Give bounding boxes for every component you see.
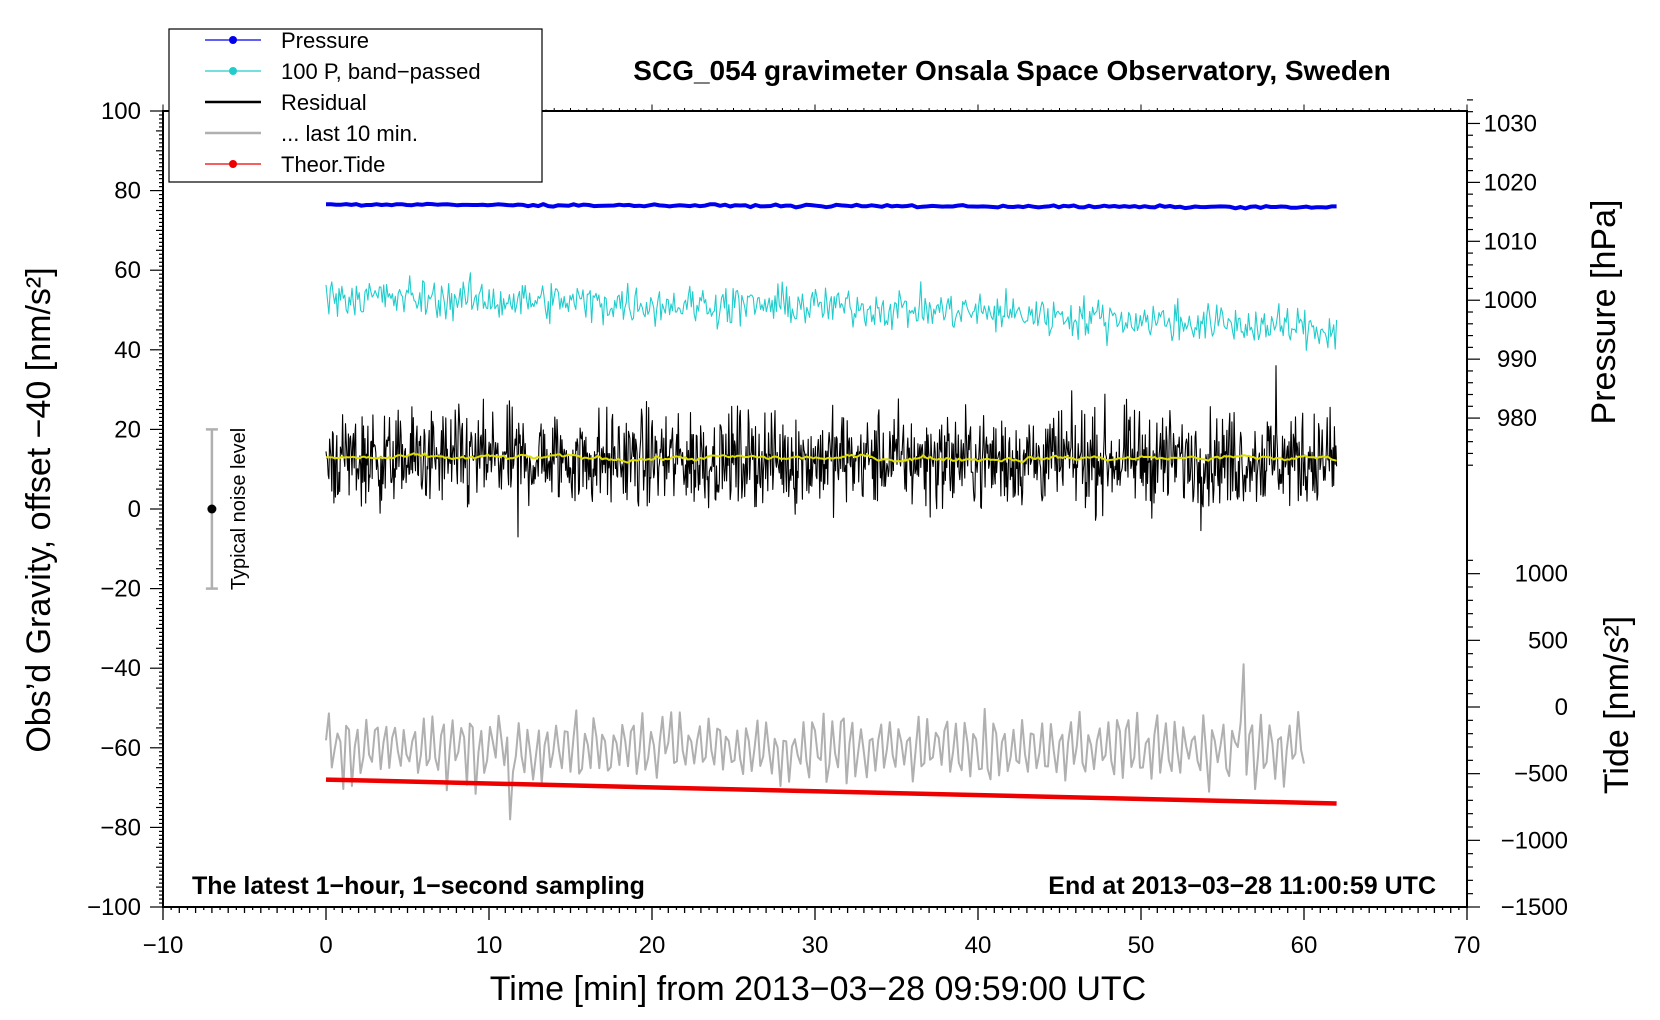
legend-label: ... last 10 min. (281, 121, 418, 146)
tide-tick-label: 1000 (1515, 561, 1568, 588)
y-tick-label: 20 (114, 416, 141, 443)
y-tick-label: 60 (114, 257, 141, 284)
tide-tick-label: −1000 (1501, 827, 1568, 854)
y-tick-label: 40 (114, 337, 141, 364)
y-axis-label-pressure: Pressure [hPa] (1585, 200, 1623, 425)
x-tick-label: 0 (319, 932, 332, 959)
legend-marker (229, 67, 237, 75)
pressure-tick-label: 990 (1497, 346, 1537, 373)
x-tick-label: 70 (1454, 932, 1481, 959)
y-axis-label-gravity: Obs’d Gravity, offset −40 [nm/s²] (20, 267, 58, 752)
annotation-sampling: The latest 1−hour, 1−second sampling (192, 872, 645, 900)
x-tick-label: 20 (639, 932, 666, 959)
tide-tick-label: 0 (1555, 694, 1568, 721)
pressure-tick-label: 980 (1497, 405, 1537, 432)
annotation-end-time: End at 2013−03−28 11:00:59 UTC (1048, 872, 1436, 900)
y-tick-label: −60 (100, 735, 141, 762)
plot-frame (162, 110, 1468, 908)
legend-label: 100 P, band−passed (281, 59, 481, 84)
chart-title: SCG_054 gravimeter Onsala Space Observat… (633, 55, 1390, 86)
y-tick-label: −100 (87, 894, 141, 921)
series-100-p-band-passed (325, 272, 1338, 351)
series-pressure (325, 201, 1337, 211)
x-tick-label: 10 (476, 932, 503, 959)
plot-area: Typical noise level (205, 201, 1338, 821)
legend: Pressure 100 P, band−passed Residual ... la… (168, 28, 543, 183)
pressure-tick-label: 1000 (1484, 287, 1537, 314)
y-tick-label: −20 (100, 576, 141, 603)
y-tick-label: 80 (114, 178, 141, 205)
series--last-10-min (325, 663, 1305, 821)
legend-label: Theor.Tide (281, 152, 385, 177)
pressure-tick-label: 1030 (1484, 110, 1537, 137)
pressure-tick-label: 1020 (1484, 169, 1537, 196)
x-axis-label: Time [min] from 2013−03−28 09:59:00 UTC (490, 970, 1146, 1008)
y-tick-label: 0 (128, 496, 141, 523)
tide-tick-label: −1500 (1501, 894, 1568, 921)
y-tick-label: −40 (100, 655, 141, 682)
x-tick-label: −10 (143, 932, 184, 959)
x-tick-label: 60 (1291, 932, 1318, 959)
legend-box (168, 28, 543, 183)
x-tick-label: 30 (802, 932, 829, 959)
legend-label: Residual (281, 90, 367, 115)
legend-marker (229, 160, 237, 168)
x-tick-label: 50 (1128, 932, 1155, 959)
tide-tick-label: −500 (1514, 761, 1568, 788)
labels: SCG_054 gravimeter Onsala Space Observat… (20, 55, 1636, 1008)
x-tick-label: 40 (965, 932, 992, 959)
axes: −10 0 10 20 30 40 50 60 70−100−80−60−40−20020406… (87, 98, 1568, 959)
series-residual (325, 365, 1338, 538)
series-residual-smoothed (325, 452, 1337, 464)
noise-bar-center (207, 504, 217, 514)
legend-marker (229, 36, 237, 44)
pressure-tick-label: 1010 (1484, 228, 1537, 255)
y-tick-label: −80 (100, 814, 141, 841)
series-theor-tide (325, 777, 1337, 806)
y-tick-label: 100 (101, 98, 141, 125)
y-axis-label-tide: Tide [nm/s²] (1598, 616, 1636, 794)
noise-bar-label: Typical noise level (228, 428, 250, 590)
legend-label: Pressure (281, 28, 369, 53)
tide-tick-label: 500 (1528, 627, 1568, 654)
